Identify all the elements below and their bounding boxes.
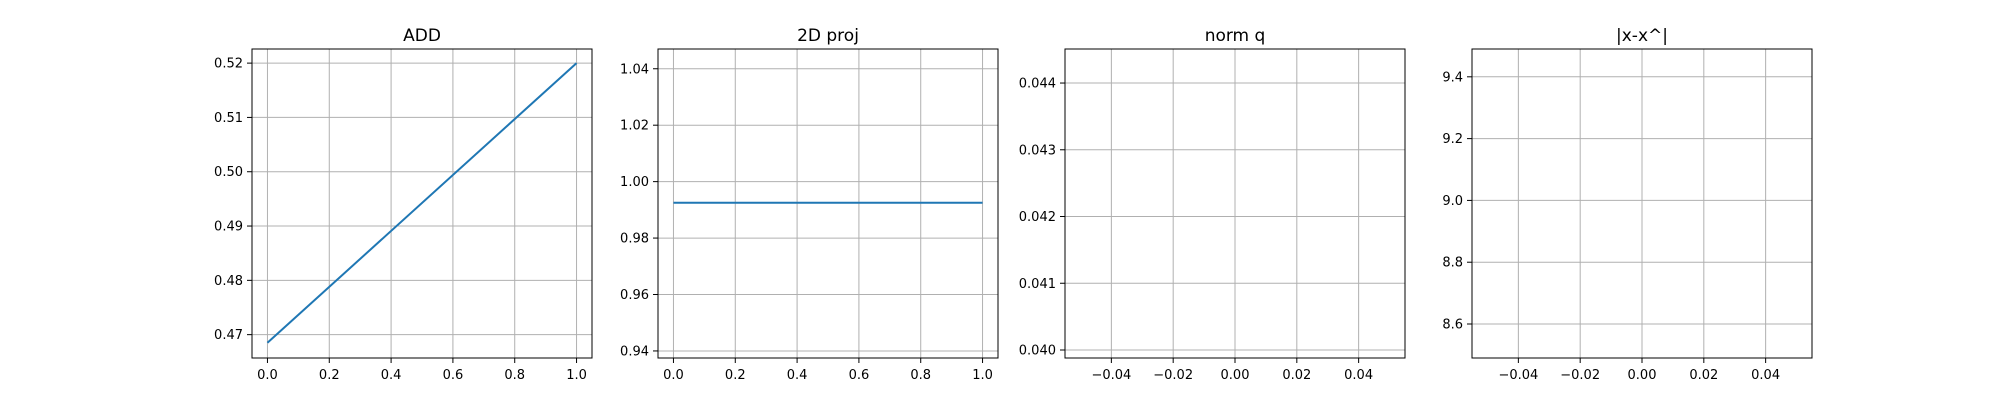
x-tick-label: −0.04	[1091, 368, 1131, 383]
chart-title: 2D proj	[797, 26, 859, 46]
y-tick-label: 0.94	[620, 344, 649, 359]
x-tick-label: 0.04	[1344, 368, 1373, 383]
chart-panel-1: 0.0 0.2 0.4 0.6 0.8 1.0 0.47 0.48 0.49 0.50 0.51 0.…	[214, 26, 593, 383]
axes-frame	[657, 48, 999, 359]
x-tick-label: 0.6	[443, 368, 464, 383]
y-tick-label: 1.00	[620, 175, 649, 190]
chart-panel-2: 0.0 0.2 0.4 0.6 0.8 1.0 0.94 0.96 0.98 1.00 1.02 1.…	[620, 26, 999, 383]
x-tick-label: 0.00	[1628, 368, 1657, 383]
x-tick-label: 0.02	[1282, 368, 1311, 383]
x-tick-label: 0.6	[849, 368, 870, 383]
x-tick-label: 0.4	[381, 368, 402, 383]
x-tick-label: 0.4	[787, 368, 808, 383]
x-tick-label: 0.0	[663, 368, 684, 383]
x-tick-label: 0.2	[725, 368, 746, 383]
y-tick-label: 0.043	[1019, 143, 1056, 158]
series-line	[266, 62, 578, 344]
y-tick-label: 0.042	[1019, 210, 1056, 225]
chart-panel-4: −0.04 −0.02 0.00 0.02 0.04 8.6 8.8 9.0 9.2 9.4 |x-…	[1442, 26, 1813, 383]
y-tick-label: 9.4	[1442, 70, 1463, 85]
chart-panel-3: −0.04 −0.02 0.00 0.02 0.04 0.040 0.041 0.042 0.0…	[1019, 26, 1406, 383]
y-tick-label: 0.044	[1019, 77, 1056, 92]
x-tick-label: −0.04	[1498, 368, 1538, 383]
y-tick-label: 0.98	[620, 232, 649, 247]
y-tick-label: 0.50	[214, 165, 243, 180]
y-tick-label: 8.8	[1442, 256, 1463, 271]
y-tick-label: 0.96	[620, 288, 649, 303]
x-tick-label: 1.0	[972, 368, 993, 383]
y-tick-label: 0.51	[214, 111, 243, 126]
y-tick-label: 0.040	[1019, 343, 1056, 358]
x-tick-label: 0.8	[504, 368, 525, 383]
y-tick-label: 0.041	[1019, 277, 1056, 292]
chart-title: ADD	[403, 26, 441, 46]
y-tick-label: 0.48	[214, 274, 243, 289]
y-tick-label: 1.04	[620, 62, 649, 77]
y-tick-label: 0.47	[214, 328, 243, 343]
x-tick-label: 0.2	[319, 368, 340, 383]
y-tick-label: 9.2	[1442, 132, 1463, 147]
x-tick-label: 0.02	[1689, 368, 1718, 383]
x-tick-label: −0.02	[1560, 368, 1600, 383]
chart-title: |x-x^|	[1616, 26, 1668, 46]
x-tick-label: 0.0	[257, 368, 278, 383]
axes-frame	[251, 48, 593, 359]
x-tick-label: 0.00	[1221, 368, 1250, 383]
x-tick-label: 0.04	[1751, 368, 1780, 383]
y-tick-label: 1.02	[620, 119, 649, 134]
chart-title: norm q	[1205, 26, 1266, 46]
x-tick-label: 1.0	[566, 368, 587, 383]
x-tick-label: −0.02	[1153, 368, 1193, 383]
y-tick-label: 0.52	[214, 57, 243, 72]
x-tick-label: 0.8	[910, 368, 931, 383]
y-tick-label: 9.0	[1442, 194, 1463, 209]
y-tick-label: 0.49	[214, 220, 243, 235]
y-tick-label: 8.6	[1442, 318, 1463, 333]
